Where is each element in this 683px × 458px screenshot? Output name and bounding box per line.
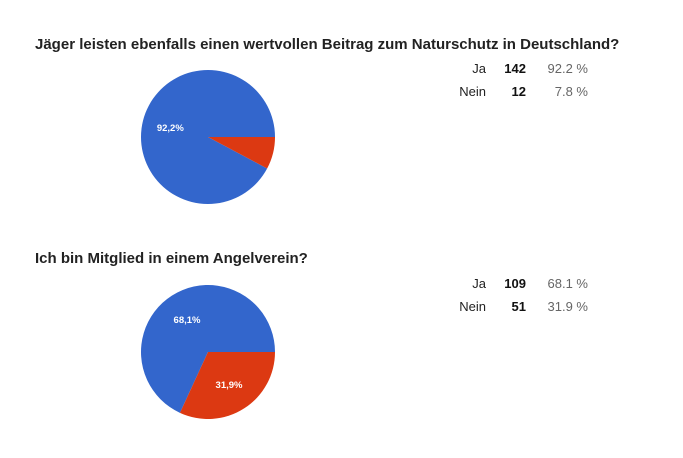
pie-chart-2: 68,1% 31,9% — [141, 285, 275, 420]
answer-percent: 92.2 % — [547, 61, 588, 76]
answer-count: 109 — [504, 276, 526, 291]
pie-slice-ja — [141, 70, 275, 205]
stats-row-nein: Nein 51 31.9 % — [440, 295, 588, 318]
stats-row-ja: Ja 109 68.1 % — [440, 272, 588, 295]
answer-label: Ja — [472, 276, 486, 291]
answer-percent: 7.8 % — [554, 84, 588, 99]
pie-slice-nein — [179, 352, 275, 420]
stats-table-2: Ja 109 68.1 % Nein 51 31.9 % — [440, 272, 588, 318]
stats-table-1: Ja 142 92.2 % Nein 12 7.8 % — [440, 57, 588, 103]
answer-label: Nein — [459, 84, 486, 99]
pie-chart-1: 92,2% — [141, 70, 275, 205]
question-1-title: Jäger leisten ebenfalls einen wertvollen… — [35, 36, 620, 53]
stats-row-ja: Ja 142 92.2 % — [440, 57, 588, 80]
slice-label-ja: 68,1% — [174, 315, 201, 326]
pie-slice-ja — [141, 285, 275, 413]
question-2-title: Ich bin Mitglied in einem Angelverein? — [35, 250, 308, 267]
answer-count: 142 — [504, 61, 526, 76]
answer-label: Ja — [472, 61, 486, 76]
slice-label-nein: 31,9% — [216, 380, 243, 391]
answer-label: Nein — [459, 299, 486, 314]
answer-count: 12 — [511, 84, 526, 99]
answer-count: 51 — [511, 299, 526, 314]
answer-percent: 68.1 % — [547, 276, 588, 291]
answer-percent: 31.9 % — [547, 299, 588, 314]
slice-label-ja: 92,2% — [157, 123, 184, 134]
stats-row-nein: Nein 12 7.8 % — [440, 80, 588, 103]
pie-slice-nein — [208, 137, 275, 169]
